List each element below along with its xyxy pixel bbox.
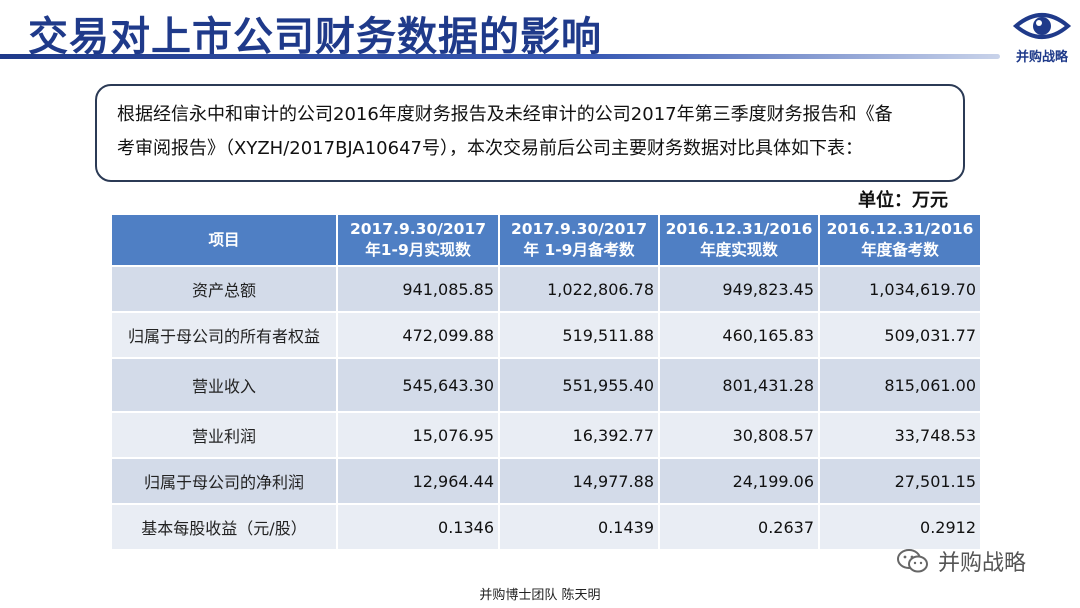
header-col-4: 2016.12.31/2016 年度备考数 [820, 215, 980, 265]
wechat-watermark: 并购战略 [896, 546, 1026, 576]
cell-value: 509,031.77 [820, 313, 980, 357]
header-col-4-line-2: 年度备考数 [861, 241, 939, 259]
cell-value: 15,076.95 [338, 413, 498, 457]
header-col-4-line-1: 2016.12.31/2016 [826, 220, 974, 238]
table-row: 归属于母公司的所有者权益 472,099.88 519,511.88 460,1… [112, 313, 980, 357]
cell-value: 14,977.88 [500, 459, 658, 503]
logo-text: 并购战略 [1015, 50, 1068, 65]
header-col-3: 2016.12.31/2016 年度实现数 [660, 215, 818, 265]
row-label: 归属于母公司的所有者权益 [112, 313, 336, 357]
table-row: 归属于母公司的净利润 12,964.44 14,977.88 24,199.06… [112, 459, 980, 503]
cell-value: 545,643.30 [338, 359, 498, 411]
row-label: 资产总额 [112, 267, 336, 311]
table-header-row: 项目 2017.9.30/2017 年1-9月实现数 2017.9.30/201… [112, 215, 980, 265]
footer-credit: 并购博士团队 陈天明 [479, 588, 601, 603]
cell-value: 24,199.06 [660, 459, 818, 503]
cell-value: 0.1346 [338, 505, 498, 549]
table-row: 资产总额 941,085.85 1,022,806.78 949,823.45 … [112, 267, 980, 311]
eye-icon [1012, 13, 1072, 39]
cell-value: 30,808.57 [660, 413, 818, 457]
cell-value: 33,748.53 [820, 413, 980, 457]
cell-value: 801,431.28 [660, 359, 818, 411]
row-label: 基本每股收益（元/股） [112, 505, 336, 549]
header-col-3-line-1: 2016.12.31/2016 [665, 220, 813, 238]
cell-value: 12,964.44 [338, 459, 498, 503]
unit-label: 单位：万元 [858, 190, 948, 211]
header-col-2-line-2: 年 1-9月备考数 [523, 241, 635, 259]
table-row: 营业利润 15,076.95 16,392.77 30,808.57 33,74… [112, 413, 980, 457]
header-item: 项目 [112, 215, 336, 265]
financial-comparison-table: 项目 2017.9.30/2017 年1-9月实现数 2017.9.30/201… [110, 213, 982, 551]
cell-value: 0.2912 [820, 505, 980, 549]
slide-title: 交易对上市公司财务数据的影响 [28, 14, 602, 60]
cell-value: 551,955.40 [500, 359, 658, 411]
row-label: 归属于母公司的净利润 [112, 459, 336, 503]
table-row: 基本每股收益（元/股） 0.1346 0.1439 0.2637 0.2912 [112, 505, 980, 549]
title-underline [0, 54, 1000, 59]
header-col-1-line-2: 年1-9月实现数 [365, 241, 471, 259]
intro-text-box: 根据经信永中和审计的公司2016年度财务报告及未经审计的公司2017年第三季度财… [95, 84, 965, 182]
header-item-label: 项目 [208, 230, 240, 249]
cell-value: 815,061.00 [820, 359, 980, 411]
cell-value: 0.2637 [660, 505, 818, 549]
cell-value: 1,022,806.78 [500, 267, 658, 311]
cell-value: 1,034,619.70 [820, 267, 980, 311]
cell-value: 27,501.15 [820, 459, 980, 503]
cell-value: 16,392.77 [500, 413, 658, 457]
row-label: 营业利润 [112, 413, 336, 457]
intro-line-1: 根据经信永中和审计的公司2016年度财务报告及未经审计的公司2017年第三季度财… [117, 104, 893, 125]
intro-line-2: 考审阅报告》（XYZH/2017BJA10647号），本次交易前后公司主要财务数… [117, 138, 863, 159]
wechat-icon [897, 549, 928, 573]
header-col-2-line-1: 2017.9.30/2017 [510, 220, 648, 238]
header-col-2: 2017.9.30/2017 年 1-9月备考数 [500, 215, 658, 265]
cell-value: 0.1439 [500, 505, 658, 549]
cell-value: 472,099.88 [338, 313, 498, 357]
table-row: 营业收入 545,643.30 551,955.40 801,431.28 81… [112, 359, 980, 411]
cell-value: 519,511.88 [500, 313, 658, 357]
cell-value: 949,823.45 [660, 267, 818, 311]
cell-value: 941,085.85 [338, 267, 498, 311]
header-col-1-line-1: 2017.9.30/2017 [349, 220, 487, 238]
watermark-text: 并购战略 [938, 551, 1027, 576]
brand-logo: 并购战略 [1012, 6, 1072, 65]
row-label: 营业收入 [112, 359, 336, 411]
cell-value: 460,165.83 [660, 313, 818, 357]
header-col-1: 2017.9.30/2017 年1-9月实现数 [338, 215, 498, 265]
header-col-3-line-2: 年度实现数 [700, 241, 778, 259]
